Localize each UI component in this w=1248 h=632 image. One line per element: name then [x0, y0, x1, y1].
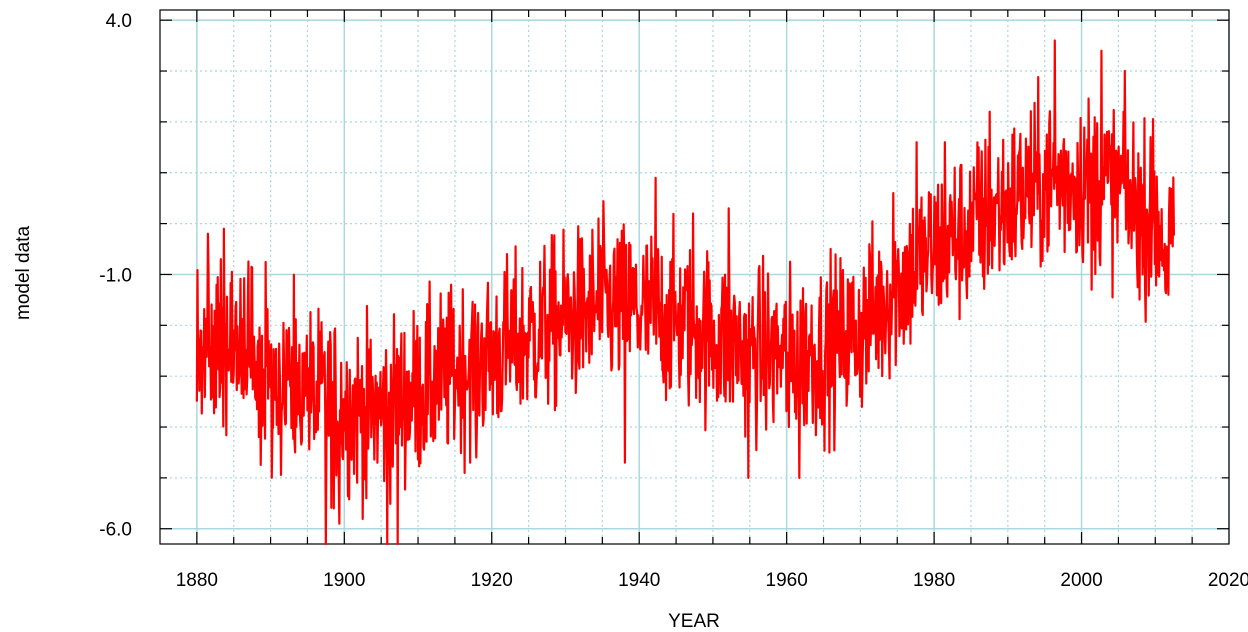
x-tick-label: 1940 — [618, 570, 660, 591]
x-axis-label: YEAR — [668, 611, 720, 632]
x-tick-label: 2020 — [1208, 570, 1248, 591]
x-tick-label: 1900 — [323, 570, 365, 591]
x-tick-label: 2000 — [1060, 570, 1102, 591]
x-tick-label: 1960 — [766, 570, 808, 591]
x-tick-label: 1980 — [913, 570, 955, 591]
tick-labels: 1880 1900 1920 1940 1960 1980 2000 2020 4.0 -1.0 -… — [99, 11, 1248, 591]
series-group — [195, 39, 1176, 546]
x-tick-label: 1920 — [471, 570, 513, 591]
axis-ticks — [160, 10, 1229, 544]
plot-frame — [159, 9, 1230, 545]
x-tick-label: 1880 — [176, 570, 218, 591]
grid — [160, 10, 1230, 544]
y-axis-label: model data — [13, 226, 34, 320]
series-line — [195, 39, 1176, 546]
y-tick-label: -1.0 — [99, 265, 132, 286]
y-tick-label: 4.0 — [106, 11, 132, 32]
y-tick-label: -6.0 — [99, 520, 132, 541]
